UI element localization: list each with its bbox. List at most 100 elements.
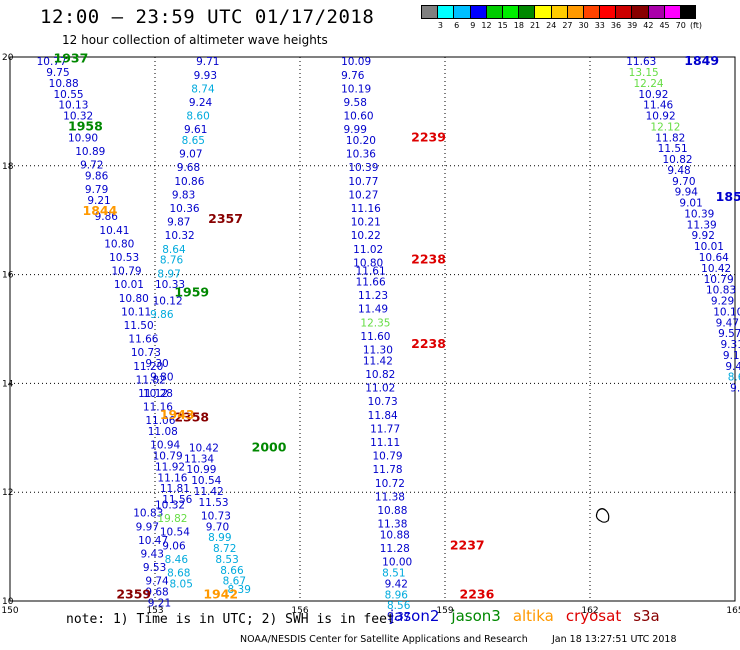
legend-tick-label: 27 — [562, 21, 573, 30]
swh-value-label: 9.15 — [723, 350, 740, 362]
swh-value-label: 10.79 — [112, 266, 142, 278]
swh-value-label: 10.22 — [351, 230, 381, 242]
swh-value-label: 10.88 — [380, 529, 410, 541]
swh-value-label: 10.73 — [131, 347, 161, 359]
legend-swatch — [501, 5, 519, 19]
legend-ticks: 3 6 9 12 15 18 21 24 27 30 33 36 39 42 45 70 (ft) — [421, 21, 702, 30]
satellite-legend-s3a: s3a — [633, 607, 660, 625]
swh-value-label: 8.68 — [167, 568, 190, 580]
legend-tick-label: 15 — [497, 21, 508, 30]
swh-value-label: 11.66 — [128, 334, 158, 346]
swh-value-label: 11.66 — [356, 276, 386, 288]
legend-tick-label: 24 — [546, 21, 557, 30]
lat-tick-label: 20 — [2, 53, 14, 63]
swh-value-label: 9.53 — [143, 562, 166, 574]
swh-value-label: 9.79 — [85, 184, 108, 196]
swh-value-label: 10.80 — [353, 257, 383, 269]
legend-tick-label: 6 — [454, 21, 460, 30]
swh-value-label: 10.27 — [348, 189, 378, 201]
swh-value-label: 9.47 — [716, 317, 739, 329]
satellite-legend-altika: altika — [512, 607, 554, 625]
swh-value-label: 10.94 — [150, 440, 180, 452]
swh-value-label: 11.38 — [375, 491, 405, 503]
legend-tick-label: 21 — [529, 21, 541, 30]
swh-value-label: 10.88 — [49, 78, 79, 90]
swh-value-label: 10.28 — [143, 388, 173, 400]
swh-value-label: 9.86 — [95, 211, 119, 223]
swh-value-label: 10.72 — [375, 478, 405, 490]
lon-tick-label: 165 — [726, 606, 740, 616]
swh-value-label: 10.79 — [704, 274, 734, 286]
swh-value-label: 10.20 — [346, 135, 376, 147]
swh-value-label: 9.83 — [172, 189, 195, 201]
swh-value-label: 10.77 — [37, 56, 67, 68]
swh-value-label: 10.88 — [377, 505, 407, 517]
lat-tick-label: 16 — [2, 271, 14, 281]
swh-value-label: 10.99 — [186, 464, 216, 476]
swh-value-label: 9.71 — [196, 56, 219, 68]
swh-value-label: 10.32 — [155, 500, 185, 512]
swh-value-label: 11.92 — [155, 461, 185, 473]
swh-value-label: 11.16 — [157, 472, 187, 484]
pass-time-label: 1959 — [174, 284, 209, 299]
swh-value-label: 10.00 — [382, 557, 412, 569]
pass-time-label: 1958 — [68, 118, 103, 133]
swh-value-label: 8.65 — [182, 135, 205, 147]
swh-value-label: 9.74 — [145, 576, 169, 588]
swh-value-label: 11.39 — [687, 219, 717, 231]
swh-value-label: 9.43 — [725, 361, 740, 373]
swh-value-label: 9.21 — [148, 597, 171, 609]
swh-value-label: 11.08 — [148, 426, 178, 438]
swh-value-label: 9.86 — [150, 309, 174, 321]
swh-value-label: 9.76 — [341, 70, 365, 82]
swh-value-label: 9.21 — [87, 195, 110, 207]
swh-value-label: 9.30 — [145, 358, 168, 370]
swh-value-label: 9.24 — [189, 97, 213, 109]
swh-value-label: 8.46 — [165, 554, 189, 566]
legend-tick-label: 30 — [578, 21, 589, 30]
legend-swatch — [485, 5, 502, 19]
swh-value-label: 10.77 — [348, 176, 378, 188]
swh-value-label: 9.31 — [721, 339, 740, 351]
swh-value-label: 8.99 — [208, 532, 231, 544]
legend-swatch — [453, 5, 470, 19]
swh-value-label: 11.30 — [363, 344, 393, 356]
legend-tick-label: 33 — [594, 21, 605, 30]
swh-value-label: 9.75 — [46, 67, 69, 79]
pass-time-label: 2236 — [460, 586, 495, 601]
swh-value-label: 9.70 — [206, 521, 229, 533]
pass-time-label: 1844 — [83, 203, 118, 218]
swh-value-label: 9.68 — [177, 162, 200, 174]
swh-value-label: 8.56 — [387, 600, 411, 612]
swh-value-label: 9.94 — [675, 187, 699, 199]
swh-value-label: 9.37 — [387, 611, 410, 623]
swh-value-label: 9.80 — [150, 372, 173, 384]
swh-value-label: 8.39 — [228, 584, 251, 596]
swh-value-label: 11.51 — [658, 143, 688, 155]
swh-value-label: 10.33 — [155, 279, 185, 291]
pass-time-label: 1850 — [716, 189, 740, 204]
swh-value-label: 10.55 — [54, 89, 84, 101]
swh-value-label: 10.39 — [348, 162, 378, 174]
swh-value-label: 10.54 — [160, 527, 190, 539]
legend-tick-label: 9 — [470, 21, 476, 30]
pass-time-label: 2358 — [174, 409, 209, 424]
legend-swatch — [615, 5, 632, 19]
swh-value-label: 8.96 — [385, 589, 409, 601]
swh-value-label: 11.82 — [136, 374, 166, 386]
swh-value-label: 10.83 — [706, 285, 736, 297]
lon-tick-label: 153 — [146, 606, 163, 616]
swh-value-label: 10.73 — [368, 396, 398, 408]
swh-value-label: 11.16 — [143, 402, 173, 414]
swh-value-label: 10.64 — [699, 252, 729, 264]
swh-value-label: 12.12 — [650, 121, 680, 133]
pass-time-label: 2238 — [411, 336, 446, 351]
island-outline — [595, 508, 610, 523]
legend-tick-label: 36 — [610, 21, 622, 30]
swh-value-label: 8.53 — [215, 554, 238, 566]
swh-value-label: 10.12 — [153, 296, 183, 308]
swh-value-label: 11.63 — [626, 56, 656, 68]
swh-value-label: 10.32 — [165, 230, 195, 242]
swh-value-label: 10.82 — [663, 154, 693, 166]
footer-timestamp: Jan 18 13:27:51 UTC 2018 — [552, 634, 677, 645]
